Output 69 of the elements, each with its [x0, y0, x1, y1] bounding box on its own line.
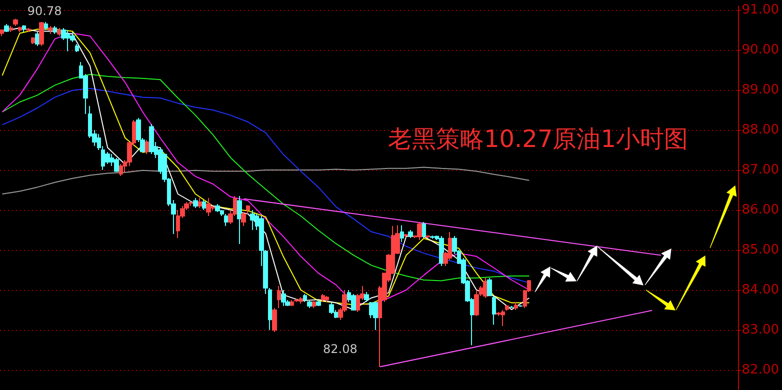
- candlestick: [198, 198, 202, 208]
- candlestick: [193, 198, 198, 208]
- candlestick: [430, 235, 435, 240]
- annotation: 90.78: [27, 4, 62, 18]
- y-tick-label: 83.00: [742, 322, 779, 338]
- candlestick: [373, 300, 378, 330]
- candlestick: [272, 308, 277, 332]
- y-tick-label: 86.00: [742, 202, 779, 218]
- y-tick-label: 85.00: [742, 242, 779, 258]
- candlestick: [145, 140, 149, 154]
- candlestick: [514, 302, 518, 310]
- candlestick: [417, 222, 422, 240]
- candlestick: [364, 292, 369, 302]
- candlestick: [426, 235, 430, 238]
- candlestick: [325, 296, 329, 302]
- y-tick-label: 84.00: [742, 282, 779, 298]
- candlestick: [303, 294, 307, 302]
- y-tick-label: 82.00: [742, 362, 779, 378]
- candlestick: [114, 158, 119, 172]
- candlestick: [224, 214, 228, 226]
- candlestick: [474, 290, 479, 316]
- candlestick: [439, 236, 444, 266]
- candlestick: [149, 124, 154, 154]
- candlestick: [18, 26, 22, 32]
- y-tick-label: 91.00: [742, 2, 779, 18]
- candlestick: [509, 306, 514, 308]
- candlestick: [119, 164, 123, 176]
- candlestick: [351, 294, 356, 310]
- candlestick: [518, 304, 523, 308]
- candlestick: [22, 24, 26, 32]
- candlestick: [404, 234, 408, 238]
- candlestick: [316, 300, 321, 306]
- candlestick: [492, 296, 496, 326]
- candlestick: [48, 26, 53, 34]
- text: 老黑策略10.27原油1小时图: [388, 125, 688, 153]
- candlestick: [277, 286, 281, 308]
- candlestick: [281, 290, 286, 306]
- candlestick: [321, 294, 325, 302]
- candlestick: [408, 230, 413, 238]
- candlestick: [9, 26, 13, 32]
- y-tick-label: 89.00: [742, 82, 779, 98]
- candlestick: [422, 222, 426, 238]
- candlestick: [4, 24, 9, 32]
- candlestick: [290, 300, 294, 306]
- candlestick: [75, 44, 79, 52]
- candlestick: [13, 18, 18, 26]
- candlestick: [26, 28, 31, 32]
- candlestick: [312, 300, 316, 308]
- candlestick: [487, 278, 492, 296]
- candlestick: [400, 224, 404, 242]
- candlestick: [237, 196, 242, 244]
- y-tick-label: 88.00: [742, 122, 779, 138]
- candlestick: [215, 204, 220, 212]
- candlestick: [31, 36, 35, 44]
- candlestick: [44, 22, 48, 30]
- candlestick: [39, 22, 44, 46]
- candlestick: [202, 200, 206, 210]
- candlestick: [294, 298, 299, 302]
- candlestick: [53, 26, 57, 34]
- y-tick-label: 87.00: [742, 162, 779, 178]
- y-tick-label: 90.00: [742, 42, 779, 58]
- candlestick: [329, 302, 334, 314]
- annotation: 82.08: [323, 342, 358, 356]
- candlestick: [307, 300, 312, 308]
- candlestick: [0, 30, 4, 36]
- candlestick: [505, 304, 509, 312]
- candlestick: [206, 198, 211, 216]
- line-series: [2, 166, 530, 194]
- candlestick: [250, 210, 255, 230]
